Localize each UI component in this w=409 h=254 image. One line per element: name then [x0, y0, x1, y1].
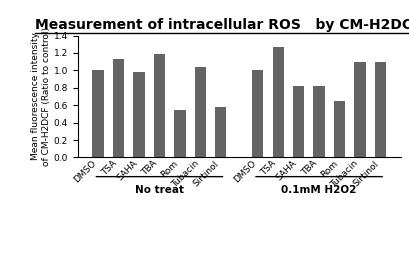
Bar [355, 62, 366, 157]
Bar [215, 107, 227, 157]
Bar [113, 59, 124, 157]
Bar [174, 109, 186, 157]
Bar [154, 54, 165, 157]
Bar [252, 70, 263, 157]
Bar [133, 72, 145, 157]
Text: 0.1mM H2O2: 0.1mM H2O2 [281, 185, 357, 195]
Y-axis label: Mean fluorescence intensity
of CM-H2DCF (Ratio to control): Mean fluorescence intensity of CM-H2DCF … [31, 27, 51, 166]
Bar [375, 62, 386, 157]
Bar [293, 86, 304, 157]
Bar [92, 70, 103, 157]
Bar [334, 101, 345, 157]
Bar [272, 47, 284, 157]
Title: Measurement of intracellular ROS   by CM-H2DCFDA: Measurement of intracellular ROS by CM-H… [35, 18, 409, 31]
Bar [195, 67, 206, 157]
Text: No treat: No treat [135, 185, 184, 195]
Bar [313, 86, 325, 157]
